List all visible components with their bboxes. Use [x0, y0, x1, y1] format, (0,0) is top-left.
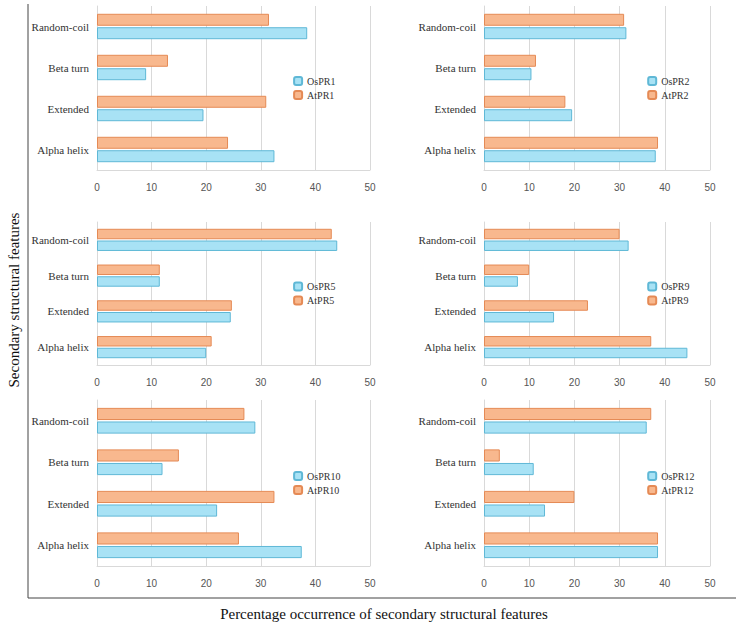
- svg-text:10: 10: [146, 578, 158, 589]
- svg-text:OsPR12: OsPR12: [661, 471, 694, 482]
- svg-text:10: 10: [146, 182, 158, 193]
- svg-text:Random-coil: Random-coil: [419, 21, 476, 33]
- svg-text:OsPR1: OsPR1: [307, 76, 335, 87]
- svg-text:40: 40: [659, 578, 671, 589]
- svg-text:AtPR9: AtPR9: [661, 295, 688, 306]
- svg-text:Beta turn: Beta turn: [435, 270, 476, 282]
- svg-text:OsPR2: OsPR2: [661, 76, 689, 87]
- svg-text:30: 30: [255, 377, 267, 388]
- svg-text:Beta turn: Beta turn: [435, 456, 476, 468]
- svg-text:AtPR12: AtPR12: [661, 485, 693, 496]
- svg-text:Alpha helix: Alpha helix: [424, 144, 476, 156]
- svg-text:50: 50: [704, 377, 716, 388]
- svg-text:Random-coil: Random-coil: [32, 234, 89, 246]
- svg-text:40: 40: [310, 578, 322, 589]
- svg-text:40: 40: [310, 377, 322, 388]
- svg-text:Extended: Extended: [47, 498, 89, 510]
- svg-text:Extended: Extended: [434, 103, 476, 115]
- svg-text:OsPR10: OsPR10: [307, 471, 340, 482]
- svg-text:AtPR10: AtPR10: [307, 485, 339, 496]
- svg-text:10: 10: [524, 182, 536, 193]
- svg-text:Beta turn: Beta turn: [48, 270, 89, 282]
- svg-text:Alpha helix: Alpha helix: [37, 341, 89, 353]
- svg-text:30: 30: [614, 578, 626, 589]
- svg-text:50: 50: [704, 578, 716, 589]
- svg-text:20: 20: [201, 578, 213, 589]
- svg-text:30: 30: [255, 578, 267, 589]
- svg-text:10: 10: [146, 377, 158, 388]
- svg-text:Alpha helix: Alpha helix: [424, 539, 476, 551]
- svg-text:Random-coil: Random-coil: [419, 234, 476, 246]
- svg-text:10: 10: [524, 578, 536, 589]
- svg-text:Extended: Extended: [47, 103, 89, 115]
- svg-text:OsPR5: OsPR5: [307, 281, 335, 292]
- svg-text:Alpha helix: Alpha helix: [37, 539, 89, 551]
- svg-text:20: 20: [569, 377, 581, 388]
- svg-text:AtPR1: AtPR1: [307, 90, 334, 101]
- svg-text:Secondary structural features: Secondary structural features: [6, 212, 22, 387]
- svg-text:40: 40: [310, 182, 322, 193]
- svg-text:OsPR9: OsPR9: [661, 281, 689, 292]
- svg-text:30: 30: [255, 182, 267, 193]
- svg-text:50: 50: [364, 578, 376, 589]
- svg-text:50: 50: [704, 182, 716, 193]
- svg-text:AtPR5: AtPR5: [307, 295, 334, 306]
- svg-text:0: 0: [481, 377, 487, 388]
- svg-text:0: 0: [481, 578, 487, 589]
- svg-text:20: 20: [201, 377, 213, 388]
- svg-text:AtPR2: AtPR2: [661, 90, 688, 101]
- svg-text:Extended: Extended: [47, 305, 89, 317]
- svg-text:20: 20: [569, 182, 581, 193]
- svg-text:Beta turn: Beta turn: [48, 456, 89, 468]
- svg-text:50: 50: [364, 182, 376, 193]
- svg-text:20: 20: [201, 182, 213, 193]
- svg-text:30: 30: [614, 182, 626, 193]
- svg-text:0: 0: [94, 377, 100, 388]
- svg-text:Alpha helix: Alpha helix: [424, 341, 476, 353]
- svg-text:Random-coil: Random-coil: [419, 415, 476, 427]
- svg-text:0: 0: [94, 182, 100, 193]
- svg-text:Alpha helix: Alpha helix: [37, 144, 89, 156]
- svg-text:Random-coil: Random-coil: [32, 21, 89, 33]
- svg-text:0: 0: [94, 578, 100, 589]
- svg-text:Extended: Extended: [434, 305, 476, 317]
- svg-text:30: 30: [614, 377, 626, 388]
- svg-text:40: 40: [659, 377, 671, 388]
- svg-text:40: 40: [659, 182, 671, 193]
- svg-text:10: 10: [524, 377, 536, 388]
- svg-text:Random-coil: Random-coil: [32, 415, 89, 427]
- svg-text:Extended: Extended: [434, 498, 476, 510]
- svg-text:Percentage occurrence of secon: Percentage occurrence of secondary struc…: [220, 606, 548, 622]
- svg-text:50: 50: [364, 377, 376, 388]
- svg-text:Beta turn: Beta turn: [48, 62, 89, 74]
- svg-text:0: 0: [481, 182, 487, 193]
- svg-text:Beta turn: Beta turn: [435, 62, 476, 74]
- svg-text:20: 20: [569, 578, 581, 589]
